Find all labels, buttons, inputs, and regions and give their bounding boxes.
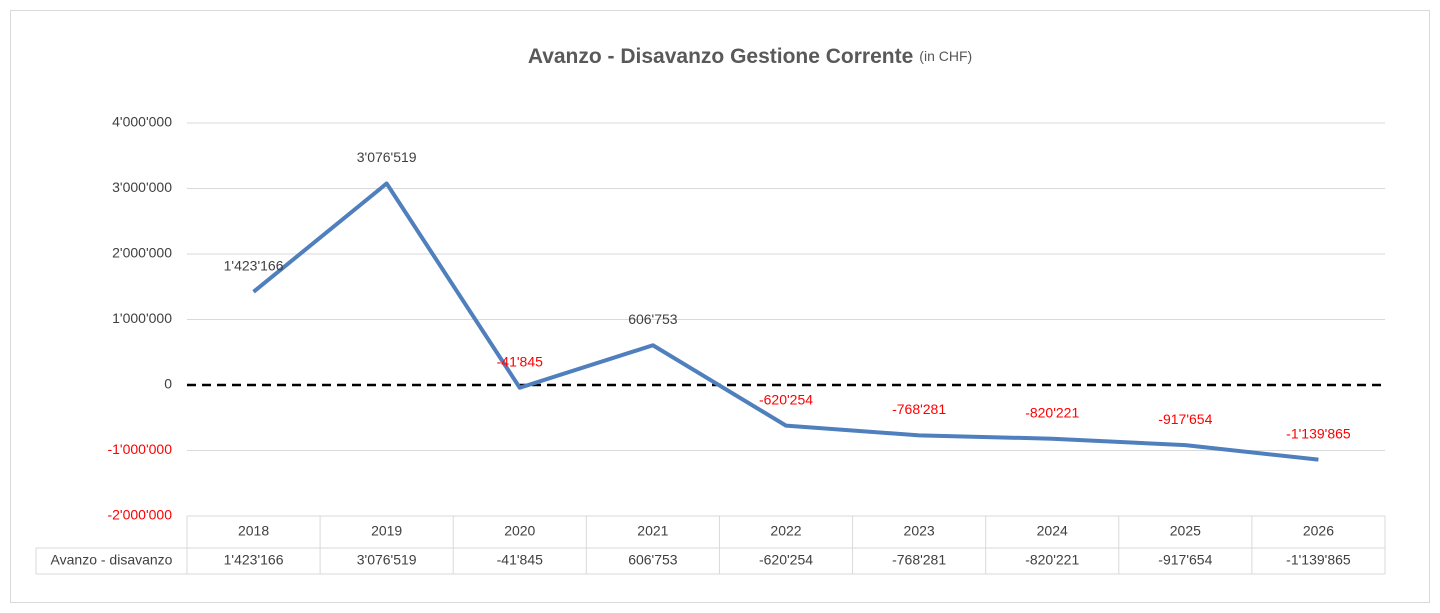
x-tick-label: 2018 — [238, 523, 269, 539]
table-value: -917'654 — [1158, 552, 1212, 568]
x-tick-label: 2025 — [1170, 523, 1201, 539]
data-label: 606'753 — [628, 311, 678, 327]
table-value: -1'139'865 — [1286, 552, 1351, 568]
x-tick-label: 2021 — [637, 523, 668, 539]
legend-label: Avanzo - disavanzo — [51, 552, 173, 568]
table-value: -620'254 — [759, 552, 813, 568]
x-tick-label: 2020 — [504, 523, 535, 539]
table-value: -768'281 — [892, 552, 946, 568]
chart-border — [10, 10, 1430, 603]
y-tick-label: 1'000'000 — [112, 310, 172, 326]
y-tick-label: 3'000'000 — [112, 179, 172, 195]
data-label: -1'139'865 — [1286, 425, 1351, 441]
data-label: -917'654 — [1158, 411, 1212, 427]
chart-subtitle: (in CHF) — [919, 48, 972, 64]
data-label: 1'423'166 — [224, 257, 284, 273]
table-value: 3'076'519 — [357, 552, 417, 568]
y-tick-label: 0 — [164, 376, 172, 392]
x-tick-label: 2022 — [770, 523, 801, 539]
table-value: 606'753 — [628, 552, 678, 568]
table-value: -820'221 — [1025, 552, 1079, 568]
data-label: -41'845 — [497, 353, 543, 369]
data-label: 3'076'519 — [357, 149, 417, 165]
line-series — [252, 181, 1319, 462]
x-tick-label: 2026 — [1303, 523, 1334, 539]
chart-title: Avanzo - Disavanzo Gestione Corrente — [528, 45, 913, 68]
x-tick-label: 2019 — [371, 523, 402, 539]
table-value: -41'845 — [497, 552, 543, 568]
data-label: -620'254 — [759, 391, 813, 407]
data-label: -820'221 — [1025, 404, 1079, 420]
x-tick-label: 2023 — [904, 523, 935, 539]
x-tick-label: 2024 — [1037, 523, 1068, 539]
y-tick-label: 2'000'000 — [112, 245, 172, 261]
chart-heading: Avanzo - Disavanzo Gestione Corrente (in … — [528, 45, 972, 68]
y-tick-label: -1'000'000 — [107, 441, 172, 457]
y-tick-label: -2'000'000 — [107, 507, 172, 523]
y-tick-label: 4'000'000 — [112, 114, 172, 130]
data-label: -768'281 — [892, 401, 946, 417]
table-value: 1'423'166 — [224, 552, 284, 568]
